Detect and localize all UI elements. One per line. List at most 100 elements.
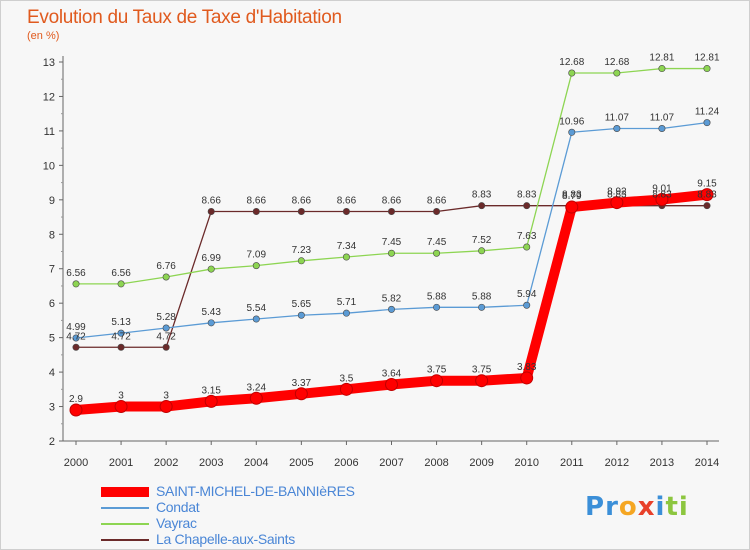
data-point xyxy=(207,208,215,216)
data-point xyxy=(565,200,579,214)
data-point xyxy=(297,311,305,319)
data-point xyxy=(523,301,531,309)
data-label: 12.81 xyxy=(694,53,719,64)
data-label: 9.15 xyxy=(697,179,717,190)
data-label: 5.88 xyxy=(427,291,447,302)
x-tick-label: 2000 xyxy=(64,457,88,469)
data-label: 5.13 xyxy=(111,317,131,328)
data-point xyxy=(478,303,486,311)
data-label: 7.23 xyxy=(292,245,312,256)
data-label: 12.68 xyxy=(559,57,584,68)
data-label: 5.28 xyxy=(156,312,176,323)
data-label: 8.83 xyxy=(472,190,492,201)
logo-letter: r xyxy=(605,492,619,522)
logo-letter: x xyxy=(637,492,656,522)
x-tick-label: 2005 xyxy=(289,457,313,469)
data-label: 8.83 xyxy=(607,190,627,201)
data-point xyxy=(700,188,714,202)
y-tick-label: 9 xyxy=(49,195,55,207)
data-point xyxy=(385,377,398,391)
data-point xyxy=(387,208,395,216)
y-tick-label: 8 xyxy=(49,229,55,241)
x-tick-label: 2002 xyxy=(154,457,178,469)
data-point xyxy=(252,315,260,323)
data-point xyxy=(339,382,353,396)
legend-swatch xyxy=(101,507,149,509)
data-point xyxy=(72,343,80,351)
legend-label: Vayrac xyxy=(156,515,197,531)
data-label: 3.83 xyxy=(517,362,537,373)
x-tick-label: 2003 xyxy=(199,457,223,469)
data-label: 7.63 xyxy=(517,231,537,242)
data-label: 12.81 xyxy=(649,53,674,64)
data-point xyxy=(478,247,486,255)
data-label: 3.5 xyxy=(339,373,353,384)
data-point xyxy=(204,394,218,408)
legend-label: La Chapelle-aux-Saints xyxy=(156,531,295,547)
data-point xyxy=(610,196,624,210)
data-point xyxy=(342,208,350,216)
data-point xyxy=(252,262,260,270)
data-point xyxy=(114,400,128,414)
data-point xyxy=(117,343,125,351)
legend-label: SAINT-MICHEL-DE-BANNIèRES xyxy=(156,483,355,499)
data-label: 7.52 xyxy=(472,235,492,246)
x-tick-label: 2007 xyxy=(379,457,403,469)
y-tick-label: 12 xyxy=(43,91,55,103)
data-point xyxy=(387,249,395,257)
data-label: 8.83 xyxy=(697,190,717,201)
data-label: 5.82 xyxy=(382,293,402,304)
data-label: 8.83 xyxy=(562,190,582,201)
legend-swatch xyxy=(101,523,149,525)
data-point xyxy=(568,69,576,77)
y-tick-label: 2 xyxy=(49,436,55,448)
data-label: 9.01 xyxy=(652,183,672,194)
data-label: 8.83 xyxy=(517,190,537,201)
x-tick-label: 2004 xyxy=(244,457,268,469)
data-point xyxy=(703,65,711,73)
data-label: 4.72 xyxy=(156,331,176,342)
data-label: 8.66 xyxy=(292,196,312,207)
y-tick-label: 10 xyxy=(43,160,55,172)
data-label: 8.66 xyxy=(427,196,447,207)
data-point xyxy=(162,273,170,281)
data-point xyxy=(613,69,621,77)
data-label: 4.99 xyxy=(66,322,86,333)
data-point xyxy=(162,324,170,332)
data-label: 11.07 xyxy=(650,112,675,123)
data-point xyxy=(342,253,350,261)
data-label: 8.66 xyxy=(337,196,357,207)
logo-letter: t xyxy=(665,492,679,522)
data-label: 5.94 xyxy=(517,289,537,300)
data-point xyxy=(297,208,305,216)
data-label: 6.99 xyxy=(201,253,221,264)
data-label: 10.96 xyxy=(559,116,584,127)
data-point xyxy=(117,329,125,337)
y-tick-label: 13 xyxy=(43,57,55,69)
series-line xyxy=(75,121,708,339)
data-label: 8.92 xyxy=(607,187,627,198)
x-tick-label: 2014 xyxy=(695,457,719,469)
data-point xyxy=(342,309,350,317)
data-label: 11.07 xyxy=(605,112,630,123)
data-label: 5.65 xyxy=(292,299,312,310)
data-label: 3 xyxy=(118,391,124,402)
data-point xyxy=(703,119,711,127)
data-label: 7.45 xyxy=(427,237,447,248)
data-point xyxy=(658,65,666,73)
data-point xyxy=(430,374,444,388)
data-label: 3.37 xyxy=(292,378,312,389)
data-point xyxy=(72,280,80,288)
data-point xyxy=(72,334,80,342)
x-tick-label: 2013 xyxy=(650,457,674,469)
data-point xyxy=(568,128,576,136)
data-label: 5.88 xyxy=(472,291,492,302)
data-label: 11.24 xyxy=(695,107,720,118)
x-tick-label: 2008 xyxy=(424,457,448,469)
data-point xyxy=(297,257,305,265)
y-tick-label: 4 xyxy=(49,367,55,379)
data-point xyxy=(433,249,441,257)
logo-letter: i xyxy=(678,492,689,522)
x-tick-label: 2006 xyxy=(334,457,358,469)
